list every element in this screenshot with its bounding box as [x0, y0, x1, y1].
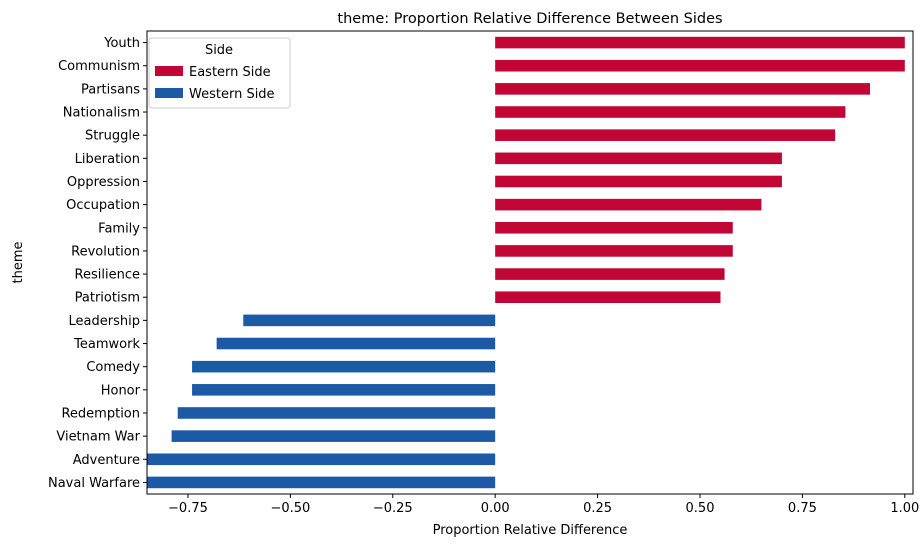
y-tick-label-vietnam-war: Vietnam War	[56, 430, 140, 445]
bar-naval-warfare	[147, 476, 496, 489]
y-tick-label-struggle: Struggle	[85, 129, 140, 144]
y-tick-label-nationalism: Nationalism	[63, 106, 140, 121]
bar-comedy	[192, 360, 496, 373]
bars-layer	[147, 36, 905, 489]
y-tick-label-resilience: Resilience	[75, 268, 140, 283]
bar-leadership	[243, 314, 496, 327]
y-tick-label-honor: Honor	[101, 383, 141, 398]
bar-liberation	[495, 152, 782, 165]
y-tick-label-oppression: Oppression	[67, 175, 140, 190]
bar-adventure	[147, 453, 496, 466]
y-axis-ticks: Youth Communism Partisans Nationalism Strugg…	[48, 36, 147, 491]
chart-title: theme: Proportion Relative Difference Be…	[337, 11, 722, 27]
bar-resilience	[495, 268, 725, 280]
bar-occupation	[495, 198, 762, 211]
x-tick-label: 0.00	[481, 501, 510, 516]
y-tick-label-adventure: Adventure	[73, 453, 140, 468]
x-tick-label: 0.75	[788, 501, 817, 516]
legend-entries: Eastern Side Western Side	[155, 65, 275, 102]
x-axis-ticks: −0.75 −0.50 −0.25 0.00 0.25 0.50 0.75 1.00	[168, 494, 919, 516]
y-axis-label: theme	[11, 242, 26, 284]
x-tick-label: 0.25	[583, 501, 612, 516]
y-tick-label-family: Family	[98, 221, 140, 236]
bar-patriotism	[495, 291, 721, 304]
bar-honor	[192, 384, 496, 396]
x-tick-label: 1.00	[890, 501, 919, 516]
y-tick-label-comedy: Comedy	[86, 360, 140, 375]
legend-swatch-eastern-side	[155, 66, 183, 76]
y-tick-label-partisans: Partisans	[81, 82, 140, 97]
bar-family	[495, 221, 733, 234]
legend: Side Eastern Side Western Side	[148, 37, 291, 109]
bar-vietnam-war	[171, 430, 496, 442]
y-tick-label-revolution: Revolution	[71, 244, 140, 259]
bar-nationalism	[495, 106, 846, 118]
y-tick-label-leadership: Leadership	[69, 314, 140, 329]
legend-swatch-western-side	[155, 88, 183, 98]
bar-partisans	[495, 83, 870, 95]
legend-title: Side	[205, 43, 233, 58]
y-tick-label-naval-warfare: Naval Warfare	[48, 476, 140, 491]
y-tick-label-youth: Youth	[103, 36, 140, 51]
bar-revolution	[495, 245, 733, 257]
bar-oppression	[495, 175, 782, 188]
y-tick-label-teamwork: Teamwork	[73, 337, 140, 352]
y-tick-label-communism: Communism	[58, 59, 140, 74]
bar-youth	[495, 36, 905, 49]
legend-label-western-side: Western Side	[189, 87, 275, 102]
bar-teamwork	[216, 337, 496, 350]
y-tick-label-occupation: Occupation	[66, 198, 140, 213]
x-tick-label: −0.50	[270, 501, 310, 516]
plot-frame	[146, 30, 914, 495]
legend-label-eastern-side: Eastern Side	[189, 65, 271, 80]
bar-redemption	[177, 407, 496, 419]
y-tick-label-patriotism: Patriotism	[75, 291, 140, 306]
x-tick-label: −0.25	[373, 501, 413, 516]
legend-box	[148, 37, 291, 109]
x-axis-label: Proportion Relative Difference	[433, 523, 628, 538]
bar-communism	[495, 59, 905, 72]
bar-struggle	[495, 129, 836, 141]
x-tick-label: 0.50	[686, 501, 715, 516]
y-tick-label-liberation: Liberation	[75, 152, 140, 167]
y-tick-label-redemption: Redemption	[61, 406, 140, 421]
x-tick-label: −0.75	[168, 501, 208, 516]
